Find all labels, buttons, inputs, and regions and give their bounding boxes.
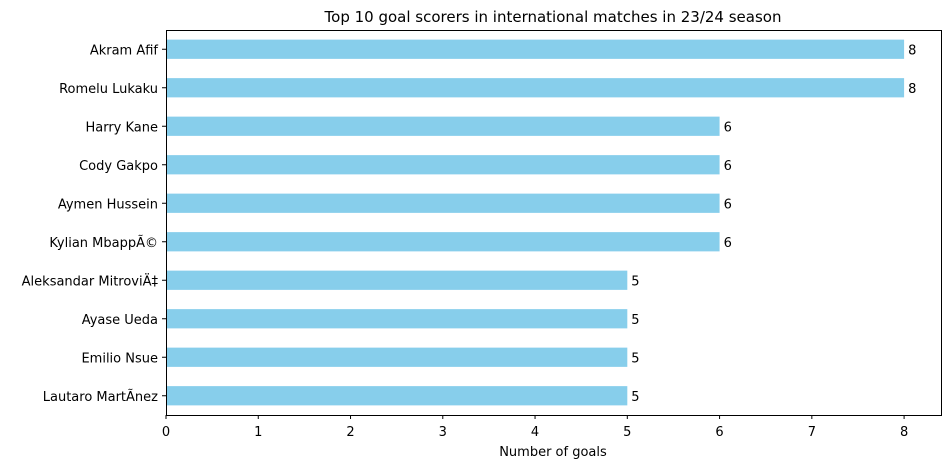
bar-data-label: 5: [631, 351, 639, 366]
bar-data-label: 5: [631, 313, 639, 328]
bar: [166, 309, 628, 329]
bar: [166, 232, 720, 252]
x-tick-label: 1: [254, 425, 262, 440]
x-tick-label: 4: [531, 425, 539, 440]
bar-data-label: 5: [631, 274, 639, 289]
y-tick-label: Ayase Ueda: [82, 313, 158, 328]
x-tick-label: 8: [900, 425, 908, 440]
bar-data-label: 8: [908, 82, 916, 97]
chart-title: Top 10 goal scorers in international mat…: [324, 8, 782, 26]
plot-frame: [166, 30, 942, 416]
y-tick-label: Kylian MbappÃ©: [49, 235, 158, 251]
bar: [166, 155, 720, 175]
bar-data-label: 8: [908, 43, 916, 58]
x-tick-label: 5: [623, 425, 631, 440]
y-tick-label: Cody Gakpo: [79, 159, 158, 174]
bar: [166, 193, 720, 213]
bar: [166, 347, 628, 367]
bar-data-label: 6: [724, 197, 732, 212]
x-tick-label: 7: [808, 425, 816, 440]
x-tick-label: 6: [715, 425, 723, 440]
bar: [166, 270, 628, 290]
y-tick-label: Akram Afif: [90, 43, 159, 58]
bar-labels-group: 8 8 6 6 6 6 5 5 5 5: [631, 43, 916, 405]
y-tick-label: Harry Kane: [85, 120, 158, 135]
x-tick-label: 0: [162, 425, 170, 440]
x-tick-label: 2: [346, 425, 354, 440]
bar-data-label: 6: [724, 236, 732, 251]
bars-group: [166, 39, 905, 406]
bar: [166, 39, 905, 59]
y-tick-label: Emilio Nsue: [81, 351, 158, 366]
y-tick-label: Aleksandar MitroviÄ‡: [22, 273, 159, 289]
x-tick-label: 3: [439, 425, 447, 440]
bar: [166, 386, 628, 406]
y-axis: Akram Afif Romelu Lukaku Harry Kane Cody Ga…: [22, 43, 166, 405]
bar-data-label: 5: [631, 390, 639, 405]
x-axis-label: Number of goals: [499, 445, 607, 460]
bar: [166, 116, 720, 136]
y-tick-label: Lautaro MartÃ­nez: [43, 389, 158, 405]
y-tick-label: Aymen Hussein: [58, 197, 158, 212]
bar-data-label: 6: [724, 120, 732, 135]
y-tick-label: Romelu Lukaku: [59, 82, 158, 97]
x-axis: 0 1 2 3 4 5 6 7 8: [162, 415, 908, 440]
bar-data-label: 6: [724, 159, 732, 174]
bar: [166, 78, 905, 98]
